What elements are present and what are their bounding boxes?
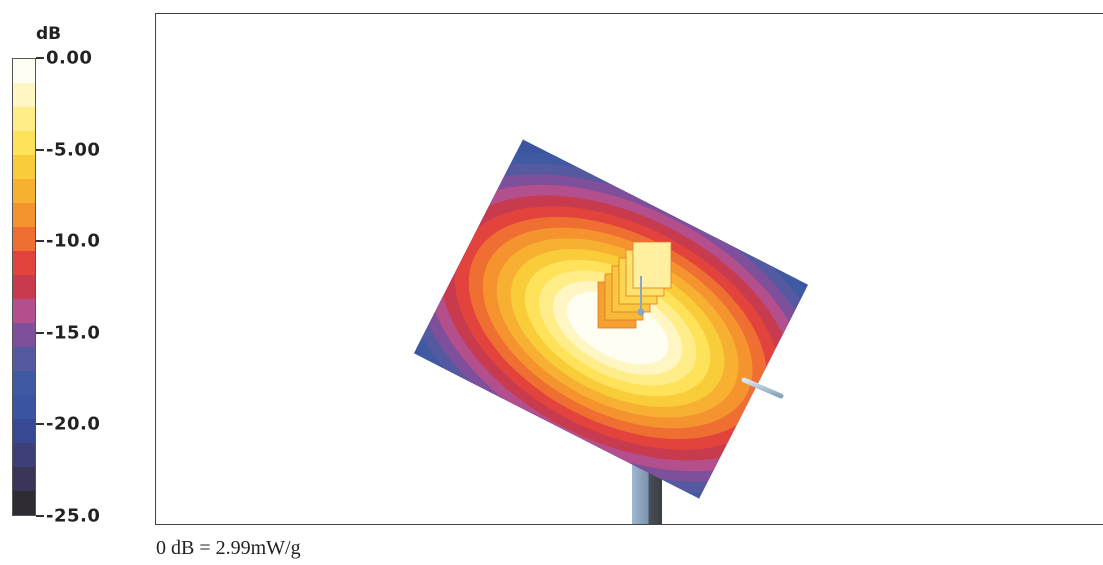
colorbar-band <box>13 299 35 323</box>
colorbar-unit-label: dB <box>36 24 62 44</box>
colorbar-band <box>13 107 35 131</box>
reference-caption: 0 dB = 2.99mW/g <box>156 537 301 559</box>
colorbar-tick-label: -5.00 <box>46 139 101 161</box>
colorbar-tick <box>36 148 44 151</box>
dipole-rod-right <box>741 377 784 399</box>
colorbar-legend: dB 0.00 -5.00 -10.0 -15.0 -20.0 -25.0 <box>0 0 150 530</box>
colorbar-band <box>13 59 35 83</box>
colorbar-band <box>13 443 35 467</box>
colorbar-band <box>13 155 35 179</box>
colorbar-band <box>13 203 35 227</box>
colorbar-band <box>13 179 35 203</box>
zoom-scan-cube <box>597 241 672 329</box>
colorbar-tick <box>36 331 44 334</box>
colorbar-band <box>13 491 35 515</box>
colorbar-band <box>13 83 35 107</box>
plot-area <box>155 13 1103 525</box>
colorbar-band <box>13 467 35 491</box>
colorbar-band <box>13 371 35 395</box>
colorbar-tick <box>36 423 44 426</box>
colorbar-gradient <box>12 58 36 516</box>
colorbar-tick-label: -20.0 <box>46 413 101 435</box>
colorbar-tick <box>36 515 44 517</box>
colorbar-tick-label: 0.00 <box>46 47 93 69</box>
colorbar-tick <box>36 240 44 243</box>
colorbar-band <box>13 131 35 155</box>
sar-scene <box>413 139 809 524</box>
colorbar-tick-label: -10.0 <box>46 230 101 252</box>
zoom-cube-slab <box>632 241 672 289</box>
colorbar-tick-label: -15.0 <box>46 322 101 344</box>
colorbar-band <box>13 227 35 251</box>
probe-tip <box>637 308 645 316</box>
colorbar-band <box>13 347 35 371</box>
colorbar-band <box>13 419 35 443</box>
colorbar-band <box>13 395 35 419</box>
colorbar-tick-label: -25.0 <box>46 505 101 527</box>
colorbar-band <box>13 251 35 275</box>
colorbar-band <box>13 323 35 347</box>
colorbar-band <box>13 275 35 299</box>
colorbar-tick <box>36 57 44 59</box>
